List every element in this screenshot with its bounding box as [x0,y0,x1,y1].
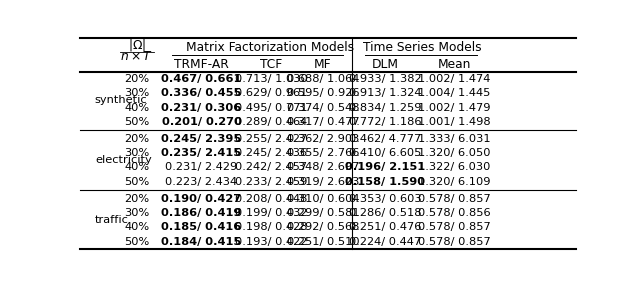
Text: 0.224/ 0.447: 0.224/ 0.447 [349,237,421,247]
Text: 20%: 20% [124,194,150,204]
Text: 40%: 40% [124,222,150,232]
Text: 0.201/ 0.270: 0.201/ 0.270 [161,117,241,127]
Text: Mean: Mean [438,58,471,71]
Text: 0.578/ 0.857: 0.578/ 0.857 [418,237,491,247]
Text: 20%: 20% [124,74,150,84]
Text: 0.186/ 0.419: 0.186/ 0.419 [161,208,242,218]
Text: 0.242/ 2.457: 0.242/ 2.457 [235,162,307,173]
Text: 50%: 50% [124,117,150,127]
Text: 0.158/ 1.590: 0.158/ 1.590 [345,177,425,187]
Text: electricity: electricity [95,155,152,165]
Text: 0.595/ 0.926: 0.595/ 0.926 [287,88,359,98]
Text: 1.002/ 1.474: 1.002/ 1.474 [419,74,491,84]
Text: 0.245/ 2.395: 0.245/ 2.395 [161,134,242,144]
Text: 0.231/ 0.306: 0.231/ 0.306 [161,103,242,113]
Text: 50%: 50% [124,237,150,247]
Text: 0.362/ 2.903: 0.362/ 2.903 [287,134,359,144]
Text: 40%: 40% [124,103,150,113]
Text: 0.286/ 0.518: 0.286/ 0.518 [349,208,421,218]
Text: 0.255/ 2.427: 0.255/ 2.427 [235,134,307,144]
Text: 50%: 50% [124,177,150,187]
Text: 0.299/ 0.581: 0.299/ 0.581 [287,208,359,218]
Text: MF: MF [314,58,332,71]
Text: 30%: 30% [124,88,150,98]
Text: 0.251/ 0.510: 0.251/ 0.510 [287,237,359,247]
Text: 0.353/ 0.603: 0.353/ 0.603 [349,194,421,204]
Text: 0.467/ 0.661: 0.467/ 0.661 [161,74,242,84]
Text: TCF: TCF [260,58,282,71]
Text: 0.233/ 2.459: 0.233/ 2.459 [235,177,307,187]
Text: 40%: 40% [124,162,150,173]
Text: 0.231/ 2.429: 0.231/ 2.429 [165,162,237,173]
Text: 0.462/ 4.777: 0.462/ 4.777 [349,134,421,144]
Text: $|\Omega|$: $|\Omega|$ [128,37,146,53]
Text: Matrix Factorization Models: Matrix Factorization Models [186,41,354,54]
Text: 0.319/ 2.623: 0.319/ 2.623 [287,177,359,187]
Text: 0.495/ 0.771: 0.495/ 0.771 [235,103,307,113]
Text: 0.289/ 0.464: 0.289/ 0.464 [235,117,307,127]
Text: 20%: 20% [124,134,150,144]
Text: Time Series Models: Time Series Models [363,41,481,54]
Text: 1.001/ 1.498: 1.001/ 1.498 [418,117,491,127]
Text: 0.578/ 0.856: 0.578/ 0.856 [418,208,491,218]
Text: 0.245/ 2.436: 0.245/ 2.436 [235,148,307,158]
Text: 0.355/ 2.766: 0.355/ 2.766 [287,148,359,158]
Text: 0.251/ 0.476: 0.251/ 0.476 [349,222,421,232]
Text: 0.223/ 2.434: 0.223/ 2.434 [166,177,237,187]
Text: DLM: DLM [372,58,399,71]
Text: 0.578/ 0.857: 0.578/ 0.857 [418,222,491,232]
Text: 0.348/ 2.697: 0.348/ 2.697 [287,162,359,173]
Text: 1.322/ 6.030: 1.322/ 6.030 [419,162,491,173]
Text: 0.336/ 0.455: 0.336/ 0.455 [161,88,242,98]
Text: traffic: traffic [95,215,129,225]
Text: 0.688/ 1.064: 0.688/ 1.064 [287,74,359,84]
Text: 0.184/ 0.415: 0.184/ 0.415 [161,237,242,247]
Text: 0.410/ 6.605: 0.410/ 6.605 [349,148,421,158]
Text: TRMF-AR: TRMF-AR [174,58,229,71]
Text: 0.185/ 0.416: 0.185/ 0.416 [161,222,242,232]
Text: 0.317/ 0.477: 0.317/ 0.477 [287,117,359,127]
Text: 0.310/ 0.604: 0.310/ 0.604 [287,194,359,204]
Text: 0.235/ 2.415: 0.235/ 2.415 [161,148,241,158]
Text: 0.629/ 0.961: 0.629/ 0.961 [235,88,307,98]
Text: 0.190/ 0.427: 0.190/ 0.427 [161,194,241,204]
Text: synthetic: synthetic [95,96,147,105]
Text: 0.374/ 0.548: 0.374/ 0.548 [287,103,359,113]
Text: 0.199/ 0.432: 0.199/ 0.432 [235,208,307,218]
Text: 0.834/ 1.259: 0.834/ 1.259 [349,103,421,113]
Text: 0.578/ 0.857: 0.578/ 0.857 [418,194,491,204]
Text: 0.933/ 1.382: 0.933/ 1.382 [349,74,421,84]
Text: 30%: 30% [124,148,150,158]
Text: 0.913/ 1.324: 0.913/ 1.324 [349,88,421,98]
Text: 0.198/ 0.428: 0.198/ 0.428 [235,222,307,232]
Text: 0.292/ 0.568: 0.292/ 0.568 [287,222,359,232]
Text: 0.208/ 0.448: 0.208/ 0.448 [235,194,307,204]
Text: 0.772/ 1.186: 0.772/ 1.186 [349,117,421,127]
Text: 1.002/ 1.479: 1.002/ 1.479 [418,103,491,113]
Text: 0.193/ 0.422: 0.193/ 0.422 [235,237,307,247]
Text: 1.320/ 6.050: 1.320/ 6.050 [418,148,491,158]
Text: $n \times T$: $n \times T$ [120,50,154,63]
Text: 1.333/ 6.031: 1.333/ 6.031 [418,134,491,144]
Text: 0.713/ 1.030: 0.713/ 1.030 [235,74,307,84]
Text: 30%: 30% [124,208,150,218]
Text: 0.196/ 2.151: 0.196/ 2.151 [345,162,425,173]
Text: 1.320/ 6.109: 1.320/ 6.109 [418,177,491,187]
Text: 1.004/ 1.445: 1.004/ 1.445 [419,88,491,98]
